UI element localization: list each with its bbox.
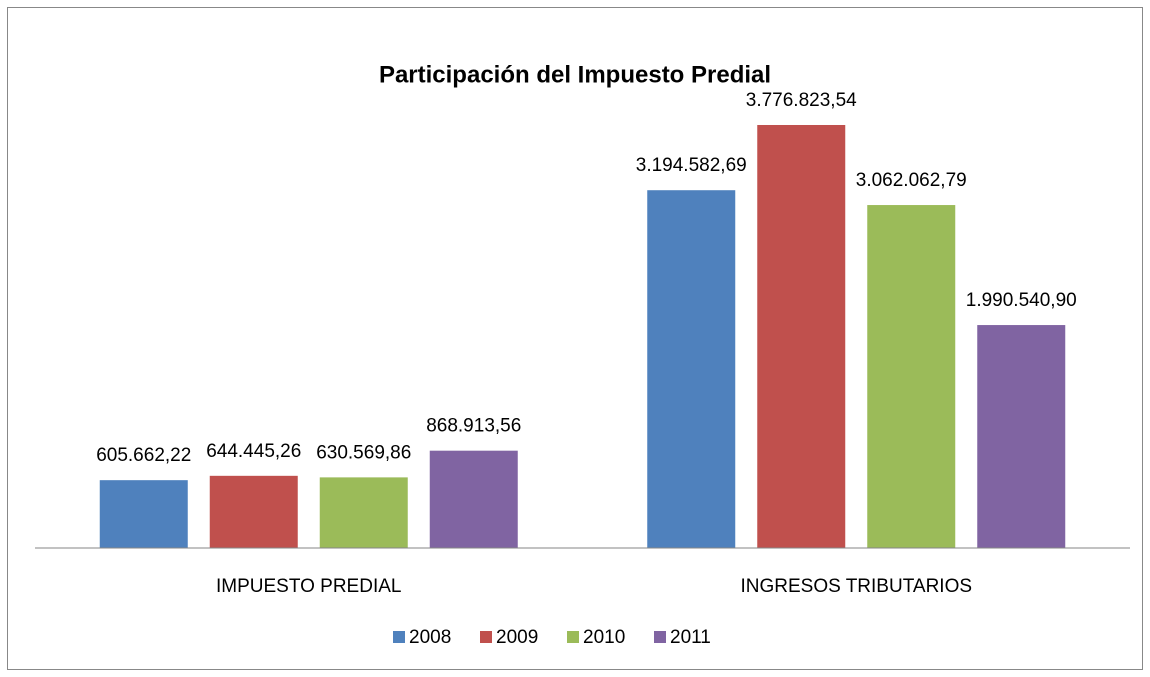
legend-label: 2009	[496, 627, 538, 648]
legend-swatch	[480, 631, 492, 643]
value-label: 605.662,22	[96, 445, 191, 466]
chart-title: Participación del Impuesto Predial	[379, 61, 771, 88]
bar	[757, 124, 846, 549]
bar	[99, 480, 188, 548]
bar	[977, 325, 1066, 548]
value-label: 868.913,56	[426, 416, 521, 437]
bar	[867, 205, 956, 549]
legend-swatch	[654, 631, 666, 643]
value-label: 3.776.823,54	[746, 90, 857, 111]
x-tick-label: IMPUESTO PREDIAL	[216, 576, 401, 597]
value-label: 3.062.062,79	[856, 170, 967, 191]
legend-label: 2008	[409, 627, 451, 648]
bar	[647, 190, 736, 549]
value-label: 1.990.540,90	[966, 290, 1077, 311]
bar	[429, 450, 518, 548]
chart-frame	[7, 7, 1143, 670]
bar	[319, 477, 408, 548]
bar	[209, 475, 298, 548]
legend-swatch	[393, 631, 405, 643]
x-tick-label: INGRESOS TRIBUTARIOS	[740, 576, 972, 597]
legend-label: 2010	[583, 627, 625, 648]
value-label: 644.445,26	[206, 441, 301, 462]
value-label: 3.194.582,69	[636, 155, 747, 176]
legend-label: 2011	[670, 627, 711, 648]
value-label: 630.569,86	[316, 442, 411, 463]
legend-swatch	[567, 631, 579, 643]
